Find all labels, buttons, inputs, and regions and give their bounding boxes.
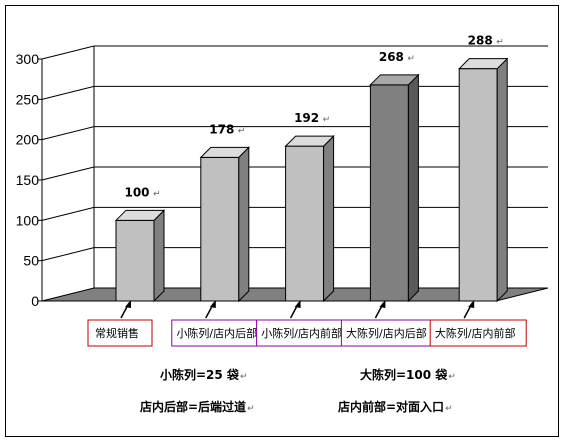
data-label-1: 100	[124, 185, 149, 199]
bar-top	[457, 58, 509, 70]
side-gridline	[41, 206, 95, 221]
bar-front	[285, 145, 325, 302]
category-box-4	[340, 319, 438, 347]
bar-top	[284, 135, 335, 147]
bar-front	[458, 68, 498, 302]
y-tick-label: 250	[16, 91, 40, 107]
side-gridline	[41, 85, 95, 100]
return-mark: ↵	[323, 115, 331, 125]
side-gridline	[41, 126, 95, 141]
pointer-arrow-head	[379, 300, 386, 308]
category-label-4: 大陈列/店内后部	[346, 326, 427, 340]
return-mark: ↵	[496, 38, 504, 48]
bar-5	[457, 57, 509, 303]
note-large-display: 大陈列=100 袋↵	[360, 368, 456, 382]
category-label-2: 小陈列/店内后部	[176, 326, 257, 340]
data-label-3: 192	[294, 111, 319, 125]
category-box-5	[429, 319, 527, 347]
chart-frame	[5, 5, 559, 437]
y-tick-label: 150	[16, 172, 40, 188]
bar-side	[238, 146, 250, 303]
bar-1	[114, 209, 166, 303]
side-gridline	[41, 166, 95, 181]
bar-front	[115, 219, 155, 302]
bar-top	[199, 146, 251, 158]
category-label-5: 大陈列/店内前部	[435, 326, 516, 340]
data-label-4: 268	[379, 50, 404, 64]
bar-2	[199, 146, 251, 303]
y-tick-label: 50	[23, 253, 39, 269]
return-mark: ↵	[238, 126, 246, 136]
bar-3	[284, 134, 335, 303]
y-tick-label: 200	[16, 132, 40, 148]
y-tick-label: 0	[31, 293, 39, 309]
y-tick-label: 100	[16, 212, 40, 228]
bar-side	[323, 134, 335, 303]
bar-side	[153, 209, 165, 303]
bar-side	[496, 57, 508, 303]
bar-top	[114, 209, 166, 221]
data-label-2: 178	[209, 122, 234, 136]
y-tick-label: 300	[16, 51, 40, 67]
pointer-arrow-head	[294, 300, 301, 308]
side-gridline	[41, 45, 95, 60]
note-small-display: 小陈列=25 袋↵	[160, 368, 248, 382]
return-mark: ↵	[407, 54, 415, 64]
category-box-3	[256, 319, 354, 347]
side-gridline	[41, 247, 95, 262]
bar-front	[369, 84, 409, 302]
bar-front	[200, 156, 240, 302]
pointer-arrow-head	[125, 300, 131, 308]
return-mark: ↵	[153, 189, 161, 199]
data-label-5: 288	[468, 34, 493, 48]
category-label-3: 小陈列/店内前部	[261, 326, 342, 340]
note-store-front: 店内前部=对面入口↵	[338, 400, 453, 414]
category-label-1: 常规销售	[95, 326, 139, 340]
pointer-arrow-head	[209, 300, 216, 308]
bar-side	[407, 73, 419, 303]
bar-top	[369, 74, 420, 86]
note-store-back: 店内后部=后端过道↵	[140, 400, 255, 414]
pointer-arrow-head	[468, 300, 475, 308]
bar-4	[369, 73, 420, 303]
category-box-1	[87, 319, 153, 347]
category-box-2	[171, 319, 269, 347]
